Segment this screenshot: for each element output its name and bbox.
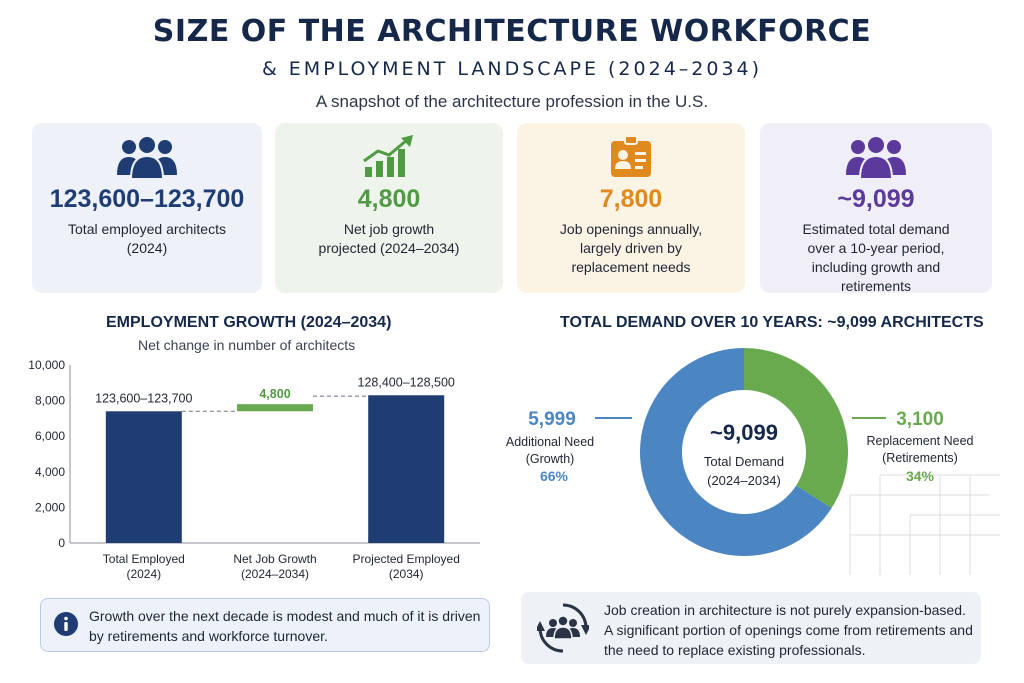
page-subtitle: & EMPLOYMENT LANDSCAPE (2024–2034) — [261, 58, 763, 80]
stat-value: 123,600–123,700 — [49, 185, 245, 213]
y-tick-label: 6,000 — [35, 429, 65, 443]
info-icon — [53, 611, 79, 642]
page-tagline: A snapshot of the architecture professio… — [315, 92, 709, 111]
info-callout-text: Growth over the next decade is modest an… — [89, 608, 481, 644]
employment-growth-bar-chart: 0 2,000 4,000 6,000 8,000 10,000 123,600–123,7… — [28, 358, 480, 581]
stat-card-employed: 123,600–123,700 Total employed architect… — [32, 123, 262, 293]
x-tick-label: Projected Employed (2034) — [353, 552, 460, 581]
page-title: SIZE OF THE ARCHITECTURE WORKFORCE — [152, 14, 872, 49]
x-tick-label: Net Job Growth (2024–2034) — [233, 552, 316, 581]
slice-category-label: Additional Need (Growth) — [506, 435, 594, 466]
x-tick-label: Total Employed (2024) — [103, 552, 185, 581]
y-tick-label: 8,000 — [35, 394, 65, 408]
stat-card-growth: 4,800 Net job growth projected (2024–203… — [275, 123, 503, 293]
stat-card-demand: ~9,099 Estimated total demand over a 10-… — [760, 123, 992, 294]
growth-chart-subtitle: Net change in number of architects — [138, 337, 356, 353]
y-tick-label: 10,000 — [28, 358, 65, 372]
growth-chart-icon — [275, 135, 503, 179]
stat-value: 4,800 — [357, 185, 421, 213]
bar-data-label: 123,600–123,700 — [95, 391, 192, 405]
stat-description: Total employed architects (2024) — [68, 221, 226, 256]
donut-slice — [744, 348, 848, 509]
stat-value: ~9,099 — [837, 185, 915, 213]
bar — [368, 395, 445, 543]
y-tick-label: 0 — [58, 536, 65, 550]
center-label: Total Demand (2024–2034) — [704, 454, 784, 488]
center-value: ~9,099 — [710, 420, 778, 445]
people-group-icon — [32, 135, 262, 179]
people-group-icon — [760, 135, 992, 179]
y-tick-label: 2,000 — [35, 500, 65, 514]
slice-value-label: 5,999 — [528, 409, 576, 430]
bar-data-label: 128,400–128,500 — [358, 375, 455, 389]
total-demand-donut-chart: ~9,099 Total Demand (2024–2034) 5,999 Additi… — [506, 348, 1000, 575]
slice-percent-label: 66% — [540, 468, 569, 484]
stat-description: Estimated total demand over a 10-year pe… — [802, 221, 950, 294]
info-callout: Growth over the next decade is modest an… — [40, 598, 490, 652]
slice-percent-label: 34% — [906, 468, 935, 484]
stat-description: Net job growth projected (2024–2034) — [318, 221, 460, 256]
bar — [237, 404, 313, 412]
building-sketch-decoration — [849, 474, 1000, 575]
y-tick-label: 4,000 — [35, 465, 65, 479]
demand-chart-title: TOTAL DEMAND OVER 10 YEARS: ~9,099 ARCHI… — [560, 314, 984, 331]
donut-slice — [640, 348, 832, 556]
stat-description: Job openings annually, largely driven by… — [559, 221, 703, 275]
turnover-callout: Job creation in architecture is not pure… — [521, 592, 981, 664]
id-badge-icon — [517, 135, 745, 179]
growth-chart-title: EMPLOYMENT GROWTH (2024–2034) — [106, 314, 392, 331]
stat-card-openings: 7,800 Job openings annually, largely dri… — [517, 123, 745, 293]
turnover-cycle-icon — [535, 602, 591, 659]
bar-data-label: 4,800 — [259, 387, 290, 401]
stat-value: 7,800 — [599, 185, 663, 213]
bar — [105, 411, 182, 543]
slice-value-label: 3,100 — [896, 409, 944, 430]
slice-category-label: Replacement Need (Retirements) — [866, 434, 973, 465]
turnover-callout-text: Job creation in architecture is not pure… — [604, 602, 973, 658]
